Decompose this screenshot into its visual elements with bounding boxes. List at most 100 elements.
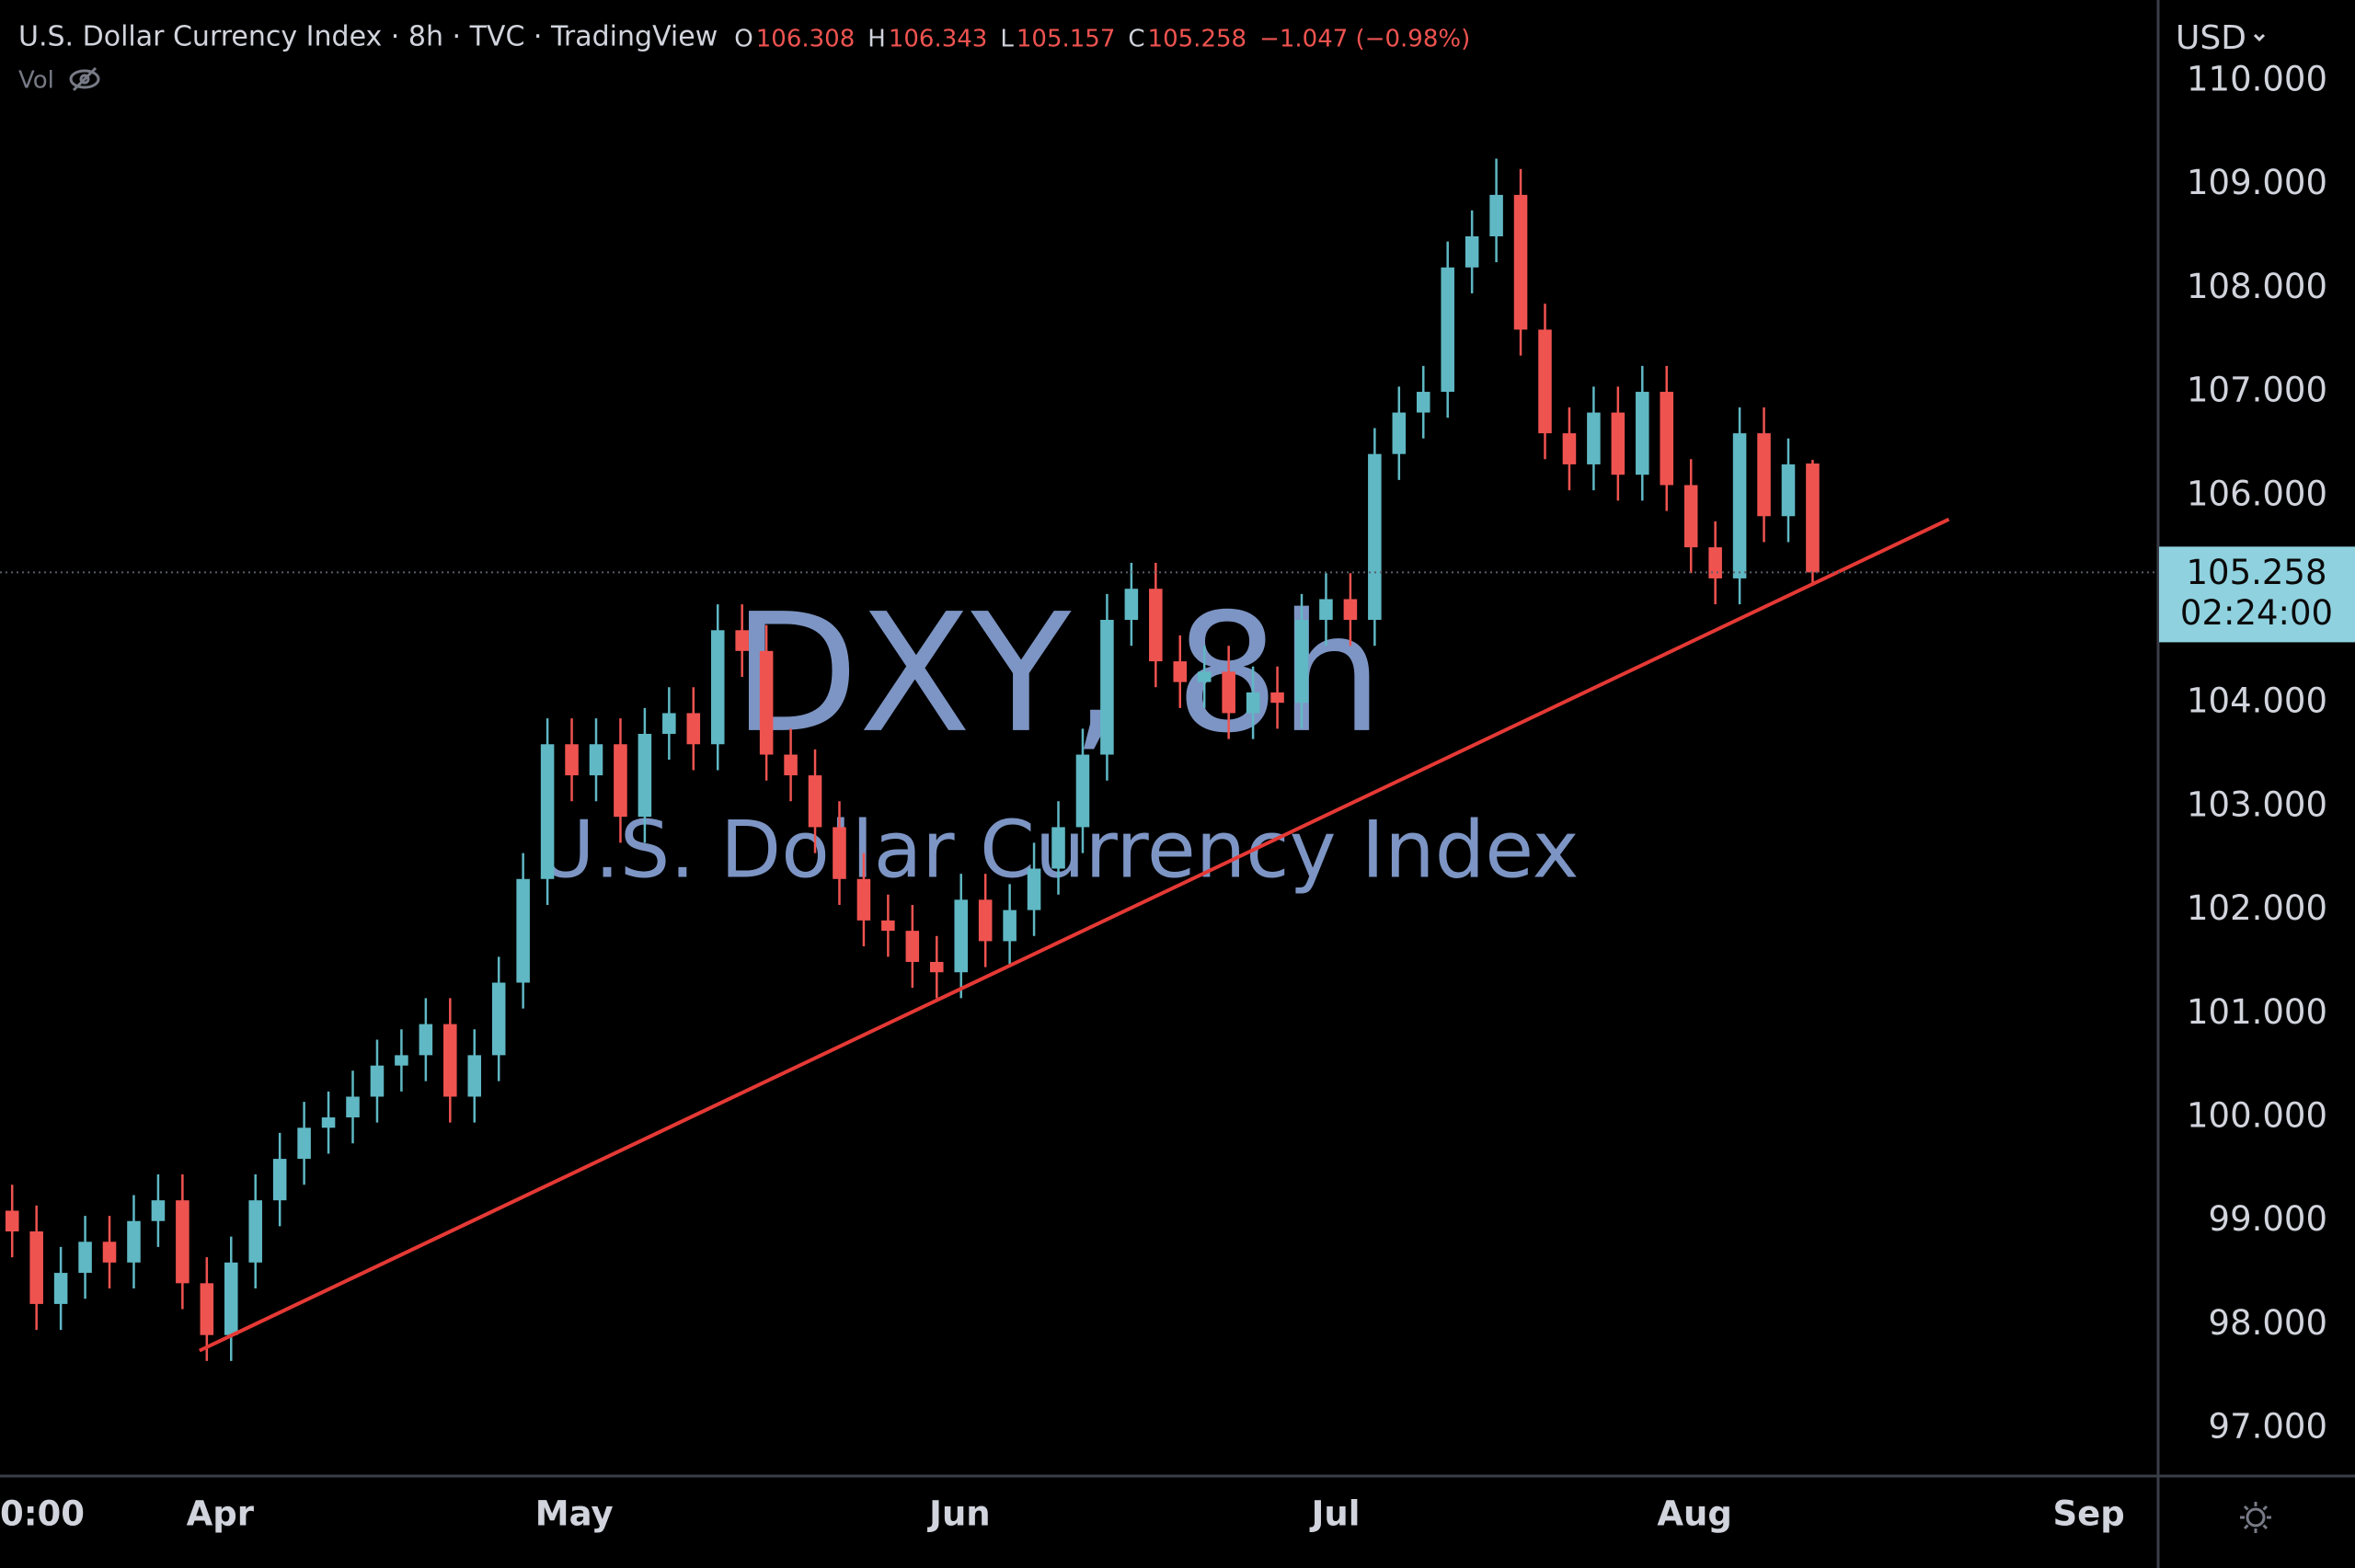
candle-body [1368,453,1382,621]
candle-body [1343,599,1358,621]
candle-body [224,1262,238,1335]
y-tick-label: 104.000 [2187,681,2327,721]
candle-body [29,1231,43,1304]
candle-body [1173,661,1188,682]
candle-body [808,775,822,828]
candle-body [1246,692,1260,714]
y-tick-label: 108.000 [2187,267,2327,306]
y-tick-label: 109.000 [2187,163,2327,202]
candle-body [1683,485,1698,548]
candle-body [1027,868,1041,910]
candle-body [1781,464,1796,517]
candle-body [1806,464,1820,573]
y-tick-label: 97.000 [2209,1407,2327,1447]
candle-body [346,1096,360,1118]
candle-body [297,1127,311,1160]
candle-body [856,878,871,921]
candle-body [491,982,506,1056]
ohlc-letter: H [867,26,886,53]
settings-icon[interactable] [2240,1502,2271,1533]
candle-body [1003,910,1017,942]
ohlc-letter: C [1128,26,1144,53]
trendline [199,517,1950,1353]
plot-area [0,158,2158,1361]
y-tick-label: 103.000 [2187,784,2327,824]
candle-body [662,713,676,734]
candle-body [53,1273,68,1304]
currency-label[interactable]: USD [2176,19,2246,57]
currency-chevron[interactable] [2253,33,2266,42]
candle-body [565,744,579,776]
y-tick-label: 102.000 [2187,888,2327,928]
candle-body [272,1159,287,1201]
candle-body [1392,412,1407,454]
candle-body [1660,392,1674,486]
candle-body [1100,620,1114,755]
candle-body [200,1283,214,1335]
header: U.S. Dollar Currency Index · 8h · TVC · … [18,21,1470,95]
candle-body [1757,433,1771,517]
candle-body [1708,547,1722,578]
y-tick-label: 106.000 [2187,474,2327,513]
y-tick-label: 99.000 [2209,1199,2327,1239]
candle-body [248,1200,262,1263]
candle-body [735,630,749,651]
ohlc-value: 106.308 [756,26,856,53]
candle-body [1513,194,1528,330]
candle-body [467,1055,482,1097]
candle-body [638,733,652,818]
y-tick-label: 100.000 [2187,1096,2327,1136]
x-tick-label: 0:00 [0,1494,85,1534]
x-tick-label: Aug [1657,1494,1731,1534]
y-tick-label: 101.000 [2187,992,2327,1032]
candle-body [881,920,895,932]
hide-icon[interactable] [69,66,100,92]
candle-body [5,1210,19,1232]
chart-title: U.S. Dollar Currency Index · 8h · TVC · … [18,21,718,53]
candle-body [78,1242,92,1274]
candle-body [1489,194,1503,236]
candle-body [954,899,968,973]
candle-body [370,1065,385,1097]
candle-body [1441,267,1454,393]
candle-body [589,744,603,776]
ohlc-letter: L [1000,26,1014,53]
candle-body [1197,671,1212,682]
candle-body [1562,433,1577,464]
candle-body [419,1024,433,1056]
candle-body [710,630,725,745]
candle-body [1416,392,1430,413]
candle-body [1732,433,1747,578]
candle-body [759,650,774,755]
candle-body [614,744,627,818]
candle-body [1270,692,1284,704]
candle-body [833,827,846,879]
y-axis: USD 97.000 98.000 99.000 100.000 101.000 102.… [2159,19,2355,1447]
candle-body [395,1055,408,1066]
candle-body [1124,589,1139,621]
candle-body [1611,412,1626,475]
candle-body [686,713,701,745]
candle-body [1465,235,1479,268]
x-tick-label: May [535,1494,614,1534]
candle-body [127,1220,141,1263]
candle-body [1538,329,1552,434]
x-tick-label: Jul [1309,1494,1361,1534]
candle-body [102,1242,117,1263]
candle-body [443,1024,457,1097]
candle-body [1587,412,1601,464]
candle-body [930,961,944,973]
candle-body [321,1117,336,1128]
ohlc-value: 106.343 [889,26,988,53]
candle-body [1222,671,1235,714]
candle-body [151,1200,166,1221]
candle-body [1149,589,1163,662]
candle-body [784,754,798,776]
last-price-label: 105.258 [2186,553,2326,592]
candle-body [1319,599,1333,621]
watermark-title: DXY, 8h [733,578,1384,769]
x-tick-label: Jun [926,1494,990,1534]
